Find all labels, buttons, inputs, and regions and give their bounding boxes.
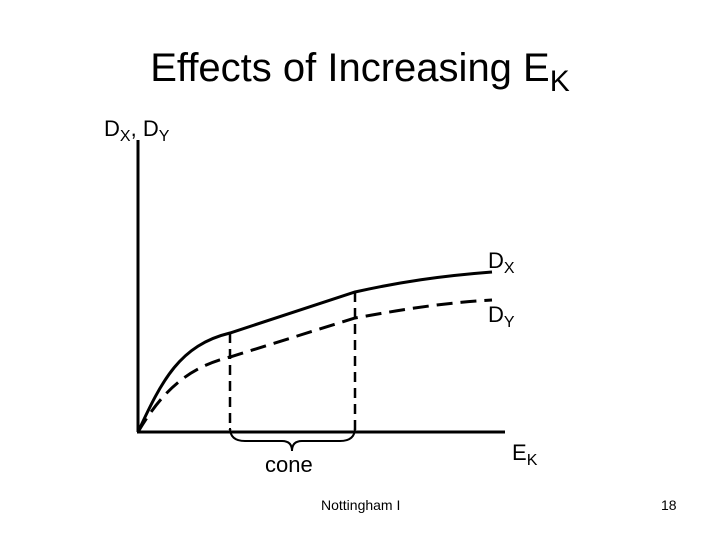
curve-label-dx-sub: X (503, 260, 515, 277)
curve-dx (136, 270, 493, 433)
curve-label-dy-sub: Y (503, 314, 515, 331)
page-number: 18 (661, 497, 677, 513)
y-label-x-sub: X (119, 128, 131, 145)
footer-source: Nottingham I (321, 497, 401, 513)
curve-label-dy: DY (488, 302, 515, 336)
x-label-sub: K (526, 452, 538, 469)
curve-label-dy-main: D (488, 302, 504, 327)
y-label-d-y: D (142, 116, 159, 141)
cone-brace (229, 427, 356, 452)
y-label-y-sub: Y (158, 128, 170, 145)
slide-title: Effects of Increasing EK (0, 42, 720, 108)
y-label-separator: , (130, 116, 137, 141)
x-axis-label: EK (512, 440, 537, 474)
cone-label: cone (265, 452, 313, 477)
title-main: Effects of Increasing E (150, 46, 550, 90)
y-label-d-x: D (104, 116, 120, 141)
curve-dy (136, 298, 493, 433)
curve-label-dx-main: D (488, 248, 504, 273)
curve-label-dx: DX (488, 248, 515, 282)
title-subscript: K (549, 65, 570, 98)
x-label-main: E (512, 440, 527, 465)
y-axis-label: DX, DY (104, 116, 169, 150)
